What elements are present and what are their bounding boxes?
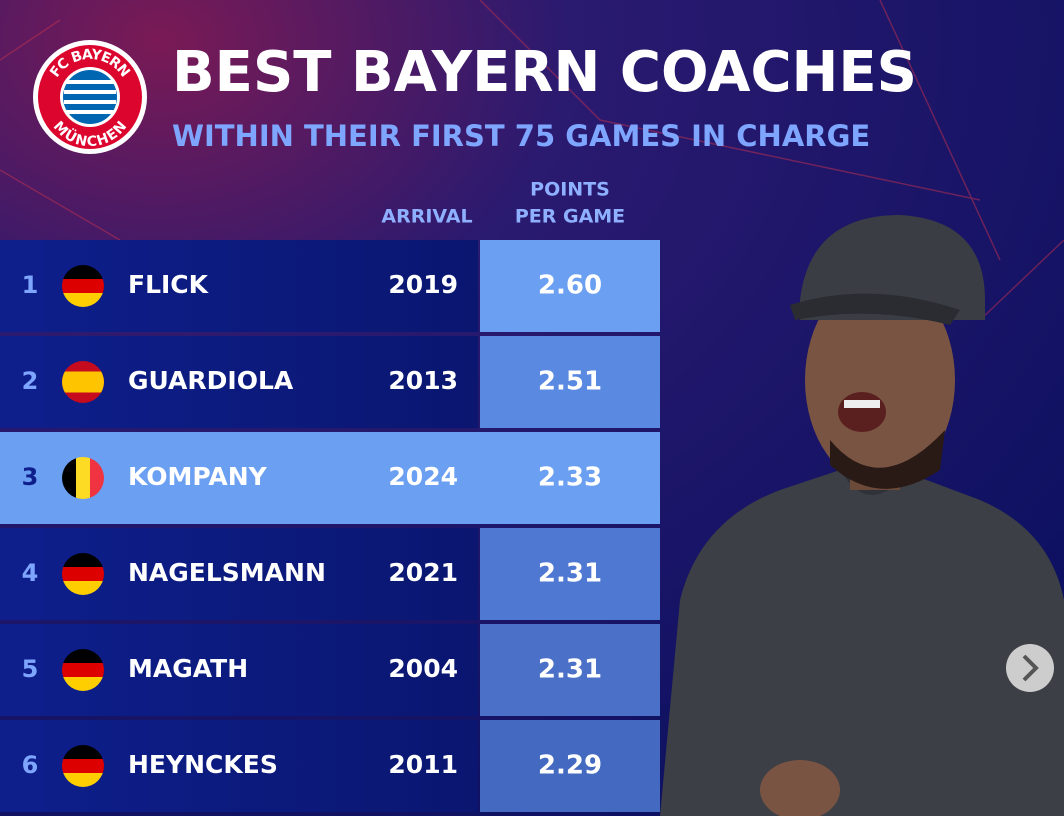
table: 1 FLICK 2019 2.60 2 GUARDIOLA 2013 2.51 3 KOMPANY… xyxy=(0,240,660,812)
points-per-game: 2.51 xyxy=(538,367,602,397)
points-per-game: 2.31 xyxy=(538,655,602,685)
arrival-year: 2019 xyxy=(388,270,458,299)
flag xyxy=(62,457,104,499)
stripe xyxy=(62,293,104,307)
stripe xyxy=(62,457,76,499)
table-row: 3 KOMPANY 2024 2.33 xyxy=(0,432,660,524)
ppg-cell xyxy=(480,336,660,428)
rank: 4 xyxy=(22,559,39,587)
arrival-year: 2013 xyxy=(388,366,458,395)
stripe xyxy=(62,745,104,759)
flag-stripes xyxy=(62,745,104,787)
arrival-year: 2021 xyxy=(388,558,458,587)
background-lines xyxy=(0,0,1064,321)
ppg-cell xyxy=(480,528,660,620)
stripe xyxy=(62,581,104,595)
arrival-year: 2004 xyxy=(388,654,458,683)
points-per-game: 2.60 xyxy=(538,271,602,301)
flag-stripes xyxy=(62,649,104,691)
stripe xyxy=(62,279,104,293)
column-header: ARRIVAL xyxy=(381,206,472,228)
table-row: 5 MAGATH 2004 2.31 xyxy=(0,624,660,716)
stripe xyxy=(62,759,104,773)
stripe xyxy=(62,567,104,581)
stripe xyxy=(62,553,104,567)
points-per-game: 2.29 xyxy=(538,751,602,781)
rank: 6 xyxy=(22,751,39,779)
club-logo: FC BAYERN MÜNCHEN xyxy=(33,40,147,154)
stripe xyxy=(90,457,104,499)
coach-name: GUARDIOLA xyxy=(128,366,294,395)
column-header: PER GAME xyxy=(515,206,625,228)
flag xyxy=(62,265,104,307)
ppg-cell xyxy=(480,624,660,716)
rank: 5 xyxy=(22,655,39,683)
rank: 3 xyxy=(22,463,39,491)
coach-name: KOMPANY xyxy=(128,462,268,491)
coach-name: MAGATH xyxy=(128,654,248,683)
subtitle: WITHIN THEIR FIRST 75 GAMES IN CHARGE xyxy=(172,119,870,153)
title: BEST BAYERN COACHES xyxy=(172,40,917,105)
stripe xyxy=(62,663,104,677)
stripe xyxy=(62,649,104,663)
table-row: 1 FLICK 2019 2.60 xyxy=(0,240,660,332)
stripe xyxy=(62,677,104,691)
flag xyxy=(62,361,104,403)
next-button[interactable] xyxy=(1006,644,1054,692)
table-row: 2 GUARDIOLA 2013 2.51 xyxy=(0,336,660,428)
flag-stripes xyxy=(62,361,104,403)
coach-name: HEYNCKES xyxy=(128,750,278,779)
points-per-game: 2.31 xyxy=(538,559,602,589)
coach-photo xyxy=(660,215,1064,820)
coach-name: NAGELSMANN xyxy=(128,558,326,587)
flag xyxy=(62,553,104,595)
coach-name: FLICK xyxy=(128,270,210,299)
flag-stripes xyxy=(62,457,104,499)
column-header: POINTS xyxy=(530,179,610,201)
flag xyxy=(62,649,104,691)
flag xyxy=(62,745,104,787)
table-row: 4 NAGELSMANN 2021 2.31 xyxy=(0,528,660,620)
stripe xyxy=(62,773,104,787)
table-row: 6 HEYNCKES 2011 2.29 xyxy=(0,720,660,812)
stripe xyxy=(62,371,104,393)
ppg-cell xyxy=(480,720,660,812)
arrival-year: 2024 xyxy=(388,462,458,491)
ppg-cell xyxy=(480,240,660,332)
flag-stripes xyxy=(62,553,104,595)
rank: 1 xyxy=(22,271,39,299)
stripe xyxy=(76,457,90,499)
points-per-game: 2.33 xyxy=(538,463,602,493)
stripe xyxy=(62,265,104,279)
flag-stripes xyxy=(62,265,104,307)
rank: 2 xyxy=(22,367,39,395)
arrival-year: 2011 xyxy=(388,750,458,779)
row-background xyxy=(0,432,660,524)
